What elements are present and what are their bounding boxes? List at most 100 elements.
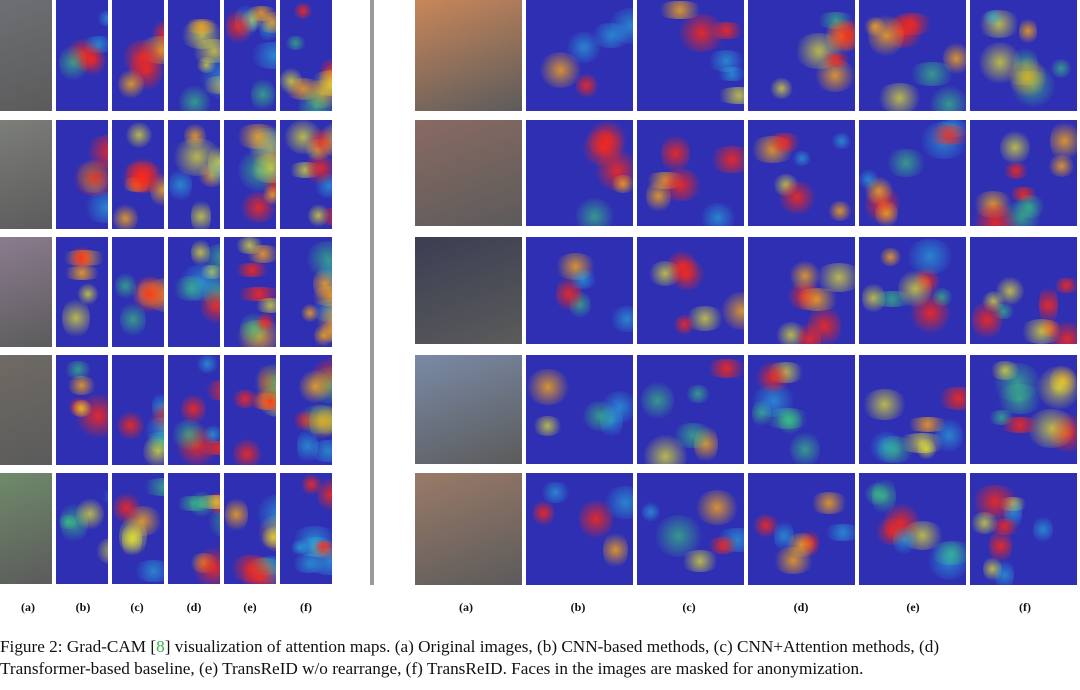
attention-hotspot (79, 43, 106, 78)
attention-map-image (970, 237, 1077, 344)
attention-hotspot (706, 49, 744, 72)
attention-hotspot (814, 262, 855, 293)
attention-map-image (168, 355, 220, 465)
attention-map-image (280, 0, 332, 111)
attention-hotspot (253, 298, 276, 313)
attention-hotspot (283, 35, 308, 50)
attention-hotspot (755, 361, 791, 394)
attention-hotspot (142, 417, 164, 443)
attention-hotspot (117, 411, 144, 440)
attention-hotspot (301, 474, 322, 495)
attention-hotspot (885, 149, 928, 177)
attention-hotspot (290, 540, 310, 555)
attention-hotspot (828, 201, 853, 221)
person-col-label-e: (e) (243, 600, 257, 614)
attention-map-image (526, 237, 633, 344)
attention-hotspot (118, 162, 164, 194)
attention-hotspot (208, 144, 220, 180)
attention-map-image (859, 120, 966, 226)
attention-map-image (280, 237, 332, 347)
attention-map-image (526, 473, 633, 585)
attention-hotspot (118, 68, 145, 100)
attention-hotspot (654, 0, 705, 20)
vehicle-col-label-c: (c) (682, 600, 696, 614)
attention-hotspot (864, 16, 887, 37)
attention-hotspot (720, 292, 744, 330)
attention-hotspot (61, 265, 104, 281)
attention-map-image (112, 120, 164, 229)
attention-map-image (224, 355, 276, 465)
attention-hotspot (679, 550, 721, 572)
attention-hotspot (140, 478, 164, 496)
attention-map-image (280, 473, 332, 584)
attention-map-image (970, 355, 1077, 464)
attention-hotspot (772, 547, 815, 574)
attention-hotspot (996, 416, 1044, 433)
attention-hotspot (707, 21, 744, 39)
attention-hotspot (316, 477, 332, 513)
attention-map-image (280, 355, 332, 465)
attention-hotspot (96, 488, 108, 504)
attention-hotspot (1049, 120, 1077, 163)
attention-hotspot (191, 198, 212, 229)
attention-hotspot (318, 121, 332, 159)
vehicle-image-row (415, 237, 1080, 344)
attention-map-image (637, 473, 744, 585)
vehicle-image-row (415, 355, 1080, 464)
attention-hotspot (233, 438, 261, 465)
attention-hotspot (173, 495, 213, 511)
attention-hotspot (66, 376, 98, 395)
caption-prefix: Figure 2: Grad-CAM [ (0, 637, 157, 656)
attention-hotspot (255, 493, 276, 535)
attention-map-image (112, 355, 164, 465)
attention-hotspot (1039, 282, 1059, 327)
attention-hotspot (1047, 155, 1075, 178)
attention-hotspot (875, 199, 899, 226)
attention-hotspot (298, 370, 331, 403)
attention-map-image (56, 120, 108, 229)
attention-map-image (637, 355, 744, 464)
attention-hotspot (112, 203, 138, 229)
attention-hotspot (182, 19, 220, 34)
attention-hotspot (752, 513, 779, 538)
attention-map-image (637, 0, 744, 111)
attention-map-image (56, 473, 108, 584)
attention-hotspot (84, 134, 108, 169)
figure-caption: Figure 2: Grad-CAM [8] visualization of … (0, 636, 1080, 680)
attention-hotspot (255, 313, 276, 332)
attention-hotspot (996, 277, 1024, 305)
attention-map-image (56, 237, 108, 347)
panel-divider (370, 0, 374, 585)
attention-hotspot (309, 286, 332, 307)
attention-map-image (748, 355, 855, 464)
person-image-row (0, 120, 336, 229)
attention-hotspot (581, 400, 618, 431)
attention-hotspot (200, 379, 220, 402)
attention-hotspot (292, 2, 314, 19)
attention-hotspot (1050, 320, 1077, 344)
attention-hotspot (695, 489, 740, 526)
attention-hotspot (171, 276, 210, 301)
original-image (0, 0, 52, 111)
person-col-label-a: (a) (21, 600, 35, 614)
attention-hotspot (304, 240, 332, 278)
attention-hotspot (1052, 278, 1077, 294)
caption-line-1: Figure 2: Grad-CAM [8] visualization of … (0, 636, 1080, 658)
original-image (415, 120, 522, 226)
attention-map-image (859, 0, 966, 111)
attention-hotspot (315, 206, 332, 226)
attention-hotspot (925, 125, 966, 145)
attention-hotspot (807, 303, 841, 344)
original-image (415, 0, 522, 111)
attention-hotspot (929, 541, 966, 566)
attention-hotspot (970, 511, 1000, 535)
original-image (0, 120, 52, 229)
person-col-label-b: (b) (75, 600, 91, 614)
person-col-label-d: (d) (186, 600, 202, 614)
attention-hotspot (78, 283, 99, 306)
citation-link[interactable]: 8 (156, 637, 165, 656)
attention-hotspot (822, 524, 855, 542)
attention-map-image (168, 237, 220, 347)
attention-map-image (748, 0, 855, 111)
vehicle-col-label-e: (e) (906, 600, 920, 614)
